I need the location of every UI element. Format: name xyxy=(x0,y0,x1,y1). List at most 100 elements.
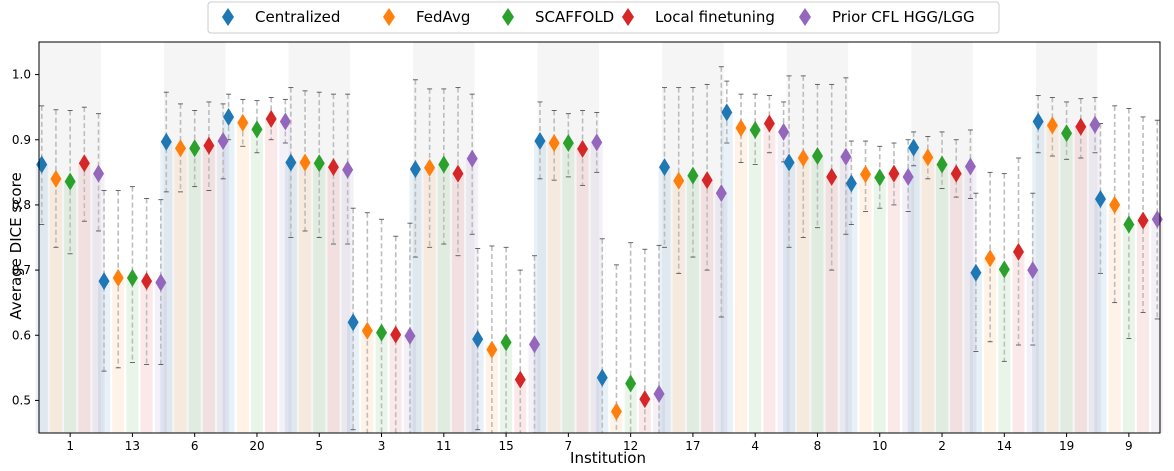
legend-label-2: SCAFFOLD xyxy=(535,8,614,26)
marker-1-1 xyxy=(50,169,62,188)
plot-frame xyxy=(38,41,1161,434)
marker-4-0 xyxy=(721,103,733,122)
marker-13-3 xyxy=(141,272,153,291)
bar-19-3 xyxy=(1074,126,1087,433)
marker-12-4 xyxy=(653,384,665,403)
legend-marker-4 xyxy=(799,8,811,26)
marker-7-2 xyxy=(562,134,574,153)
marker-4-3 xyxy=(763,114,775,133)
bar-8-3 xyxy=(825,176,838,433)
marker-11-2 xyxy=(438,155,450,174)
bar-14-0 xyxy=(969,272,982,433)
legend-marker-2 xyxy=(502,8,514,26)
stripe-19 xyxy=(1035,42,1098,433)
marker-8-0 xyxy=(783,153,795,172)
marker-9-2 xyxy=(1123,215,1135,234)
bar-7-1 xyxy=(548,143,561,433)
marker-5-4 xyxy=(342,160,354,179)
marker-4-2 xyxy=(749,120,761,139)
x-tick-label-3: 3 xyxy=(378,439,386,453)
marker-20-3 xyxy=(265,109,277,128)
marker-14-1 xyxy=(984,249,996,268)
marker-12-1 xyxy=(610,402,622,421)
marker-6-4 xyxy=(217,132,229,151)
bar-2-2 xyxy=(936,164,949,433)
marker-8-3 xyxy=(826,167,838,186)
marker-13-2 xyxy=(126,268,138,287)
institution-background-stripes xyxy=(39,42,1098,433)
bar-10-3 xyxy=(887,173,900,434)
bar-4-2 xyxy=(749,129,762,433)
stripe-8 xyxy=(786,42,849,433)
marker-8-1 xyxy=(797,148,809,167)
x-tick-label-10: 10 xyxy=(872,439,887,453)
marker-11-1 xyxy=(424,158,436,177)
bar-5-1 xyxy=(299,162,312,433)
marker-14-0 xyxy=(970,263,982,282)
legend-label-4: Prior CFL HGG/LGG xyxy=(832,8,975,26)
marker-2-3 xyxy=(950,164,962,183)
marker-7-0 xyxy=(534,132,546,151)
bar-14-4 xyxy=(1026,270,1039,433)
marker-10-3 xyxy=(888,164,900,183)
bar-12-0 xyxy=(596,377,609,433)
marker-1-2 xyxy=(64,172,76,191)
marker-17-2 xyxy=(687,166,699,185)
bar-11-4 xyxy=(466,158,479,434)
x-tick-label-1: 1 xyxy=(66,439,74,453)
bar-6-0 xyxy=(160,141,173,433)
marker-19-4 xyxy=(1089,115,1101,134)
y-tick-label-0.5: 0.5 xyxy=(12,393,31,407)
marker-7-1 xyxy=(548,134,560,153)
bar-19-1 xyxy=(1046,125,1059,433)
bar-2-0 xyxy=(907,147,920,433)
bar-20-1 xyxy=(236,122,249,433)
marker-12-3 xyxy=(639,390,651,409)
marker-2-1 xyxy=(922,148,934,167)
marker-3-1 xyxy=(361,321,373,340)
marker-10-1 xyxy=(860,165,872,184)
bar-10-2 xyxy=(873,177,886,433)
marker-15-2 xyxy=(500,333,512,352)
bar-17-0 xyxy=(658,167,671,433)
bar-20-0 xyxy=(222,116,235,434)
legend-marker-3 xyxy=(622,8,634,26)
y-tick-label-0.9: 0.9 xyxy=(12,133,31,147)
marker-15-0 xyxy=(472,330,484,349)
bar-1-4 xyxy=(92,173,105,434)
marker-11-3 xyxy=(452,164,464,183)
bar-5-2 xyxy=(313,163,326,433)
bar-13-0 xyxy=(98,281,111,433)
x-tick-label-5: 5 xyxy=(315,439,323,453)
bar-2-1 xyxy=(921,157,934,433)
bar-8-4 xyxy=(839,156,852,433)
bar-4-4 xyxy=(777,131,790,433)
marker-5-3 xyxy=(327,158,339,177)
marker-15-4 xyxy=(528,335,540,354)
marker-17-0 xyxy=(659,158,671,177)
marker-9-1 xyxy=(1109,195,1121,214)
marker-17-1 xyxy=(673,171,685,190)
marker-4-1 xyxy=(735,119,747,138)
bar-5-0 xyxy=(284,162,297,433)
marker-19-2 xyxy=(1061,124,1073,143)
marker-10-0 xyxy=(845,174,857,193)
marker-9-3 xyxy=(1137,211,1149,230)
marker-10-2 xyxy=(874,168,886,187)
x-tick-label-2: 2 xyxy=(938,439,946,453)
axes: 0.5 0.6 0.7 0.8 0.9 1.0 1 13 6 20 5 3 11 15 7 12 17 4 8 10 2… xyxy=(12,41,1161,453)
bar-1-1 xyxy=(49,178,62,433)
bar-11-0 xyxy=(409,169,422,433)
x-tick-label-19: 19 xyxy=(1059,439,1074,453)
bar-6-1 xyxy=(174,148,187,433)
x-tick-label-7: 7 xyxy=(565,439,573,453)
bar-17-3 xyxy=(701,180,714,433)
marker-12-0 xyxy=(596,368,608,387)
marker-7-3 xyxy=(577,139,589,158)
marker-6-1 xyxy=(174,139,186,158)
marker-3-2 xyxy=(376,323,388,342)
bar-11-3 xyxy=(452,173,465,434)
bar-10-1 xyxy=(859,174,872,433)
bar-7-4 xyxy=(590,142,603,433)
